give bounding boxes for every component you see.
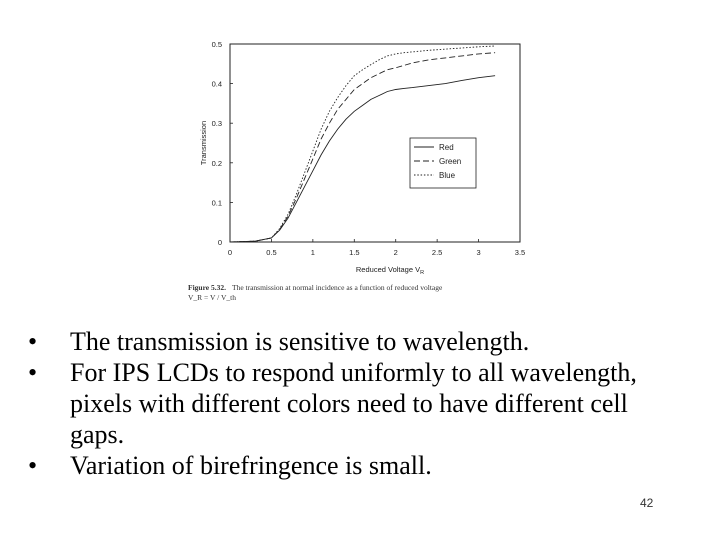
figure-caption: Figure 5.32. The transmission at normal i… <box>188 283 443 292</box>
bullet-text: Variation of birefringence is small. <box>70 451 432 480</box>
x-tick-label: 1.5 <box>349 248 359 257</box>
legend-box <box>409 137 477 189</box>
bullet-marker: • <box>28 451 38 480</box>
bullet-item: • The transmission is sensitive to wavele… <box>24 326 684 357</box>
x-tick-label: 2 <box>394 248 398 257</box>
bullet-text: The transmission is sensitive to wavelen… <box>70 327 530 356</box>
x-tick-label: 1 <box>311 248 315 257</box>
figure-caption-label: Figure 5.32. <box>188 283 226 292</box>
bullet-item: • Variation of birefringence is small. <box>24 450 684 481</box>
x-axis-label-text: Reduced Voltage V <box>356 265 420 274</box>
y-tick-label: 0.3 <box>212 119 222 128</box>
bullet-marker: • <box>28 327 38 356</box>
y-tick-label: 0.1 <box>212 198 222 207</box>
legend-label-green: Green <box>439 157 461 166</box>
plot-frame <box>229 43 521 243</box>
x-axis-label-subscript: R <box>420 270 424 276</box>
chart-series <box>229 45 496 243</box>
chart-axes <box>229 43 521 243</box>
y-tick-label: 0.4 <box>212 80 222 89</box>
figure-caption-text: The transmission at normal incidence as … <box>232 283 443 292</box>
x-tick-label: 3.5 <box>515 248 525 257</box>
x-tick-label: 0 <box>228 248 232 257</box>
x-tick-label: 3 <box>476 248 480 257</box>
bullet-list: • The transmission is sensitive to wavele… <box>24 326 684 481</box>
bullet-marker: • <box>28 358 38 387</box>
x-ticks: 0 0.5 1 1.5 2 2.5 3 3.5 <box>228 239 525 257</box>
y-axis-label: Transmission <box>199 121 208 165</box>
bullet-item: • For IPS LCDs to respond uniformly to al… <box>24 357 684 450</box>
x-axis-label: Reduced Voltage VR <box>356 265 424 276</box>
bullet-text: For IPS LCDs to respond uniformly to all… <box>70 358 637 449</box>
x-tick-label: 0.5 <box>266 248 276 257</box>
transmission-figure: 0 0.5 1 1.5 2 2.5 3 3.5 0 0.1 0.2 0.3 0.4 0.5 Transm… <box>180 30 540 312</box>
y-tick-label: 0.2 <box>212 159 222 168</box>
page-number: 42 <box>640 496 654 510</box>
legend-label-red: Red <box>439 143 454 152</box>
y-tick-label: 0.5 <box>212 40 222 49</box>
legend-label-blue: Blue <box>439 171 456 180</box>
figure-caption-line2: V_R = V / V_th <box>188 293 236 302</box>
x-tick-label: 2.5 <box>432 248 442 257</box>
transmission-chart: 0 0.5 1 1.5 2 2.5 3 3.5 0 0.1 0.2 0.3 0.4 0.5 Transm… <box>188 40 525 302</box>
y-tick-label: 0 <box>218 238 222 247</box>
chart-legend: Red Green Blue <box>409 137 477 189</box>
series-line-red <box>229 75 496 243</box>
series-line-blue <box>229 45 496 243</box>
